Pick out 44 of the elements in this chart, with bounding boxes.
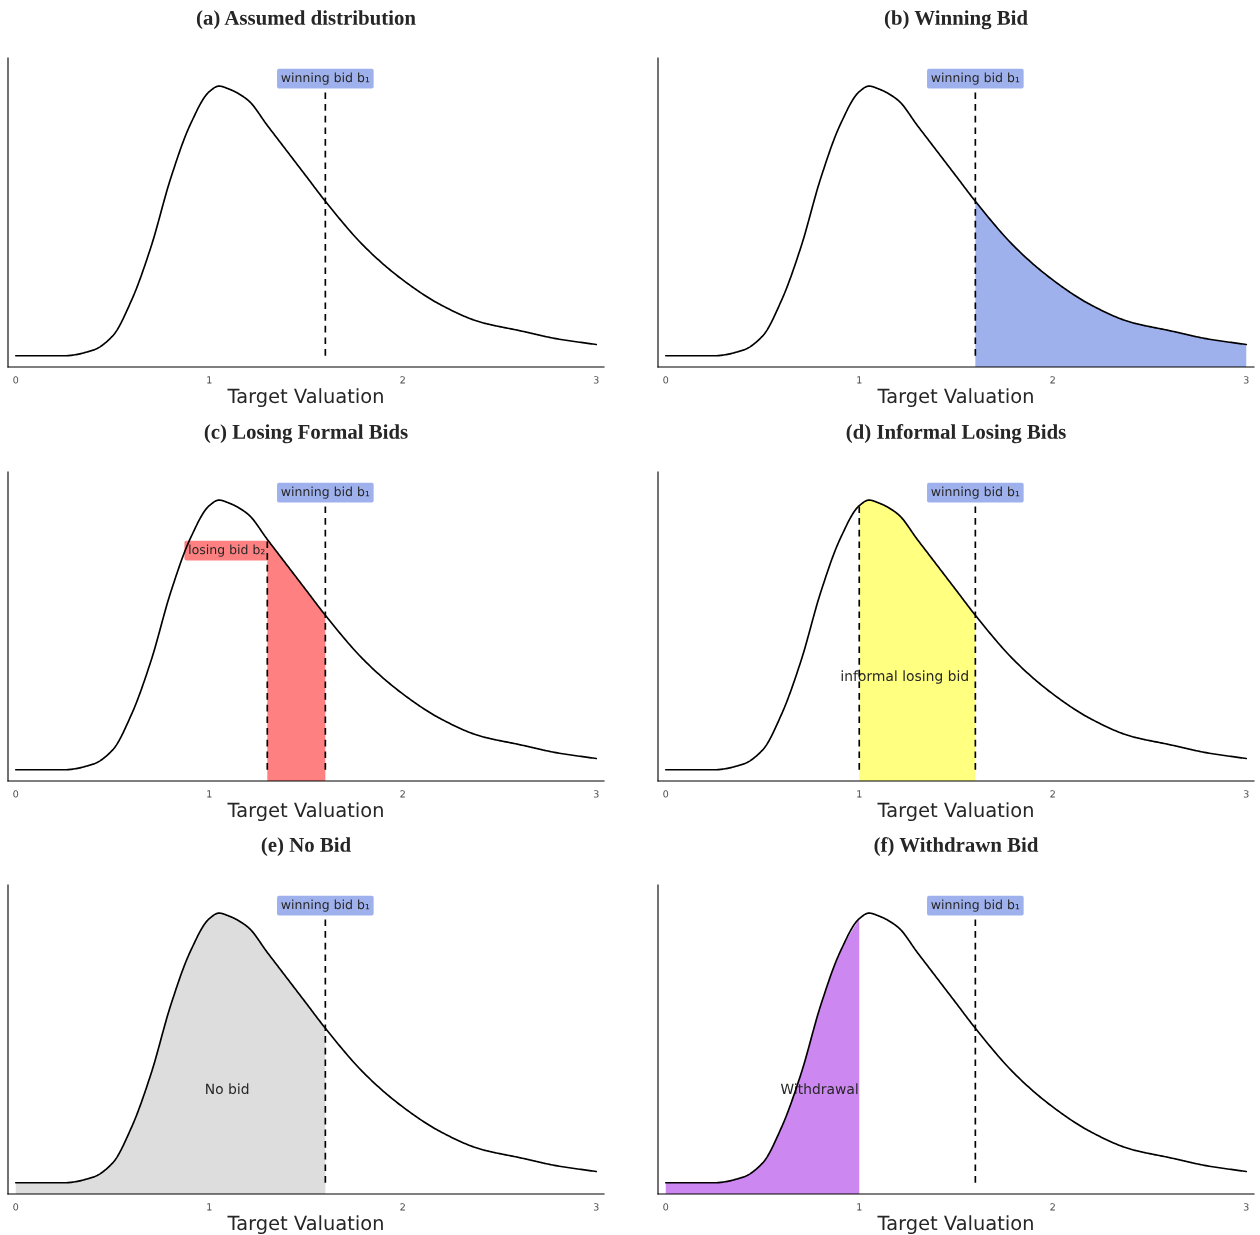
x-tick-label: 0 bbox=[13, 376, 19, 384]
x-tick-label: 3 bbox=[1243, 1203, 1249, 1211]
x-tick-label: 0 bbox=[663, 1203, 669, 1211]
x-tick-label: 2 bbox=[1050, 1203, 1055, 1211]
ref-line-label: winning bid b₁ bbox=[281, 899, 370, 912]
x-tick-label: 1 bbox=[857, 376, 862, 384]
chart-title: (d) Informal Losing Bids bbox=[846, 424, 1066, 444]
x-tick-label: 1 bbox=[207, 790, 212, 798]
x-tick-label: 3 bbox=[1243, 790, 1249, 798]
x-tick-label: 3 bbox=[593, 376, 599, 384]
chart-title: (b) Winning Bid bbox=[884, 10, 1028, 30]
chart-title: (a) Assumed distribution bbox=[196, 10, 416, 30]
x-tick-label: 0 bbox=[663, 376, 669, 384]
x-tick-label: 3 bbox=[593, 1203, 599, 1211]
series-label: No bid bbox=[206, 1083, 249, 1095]
x-tick-label: 3 bbox=[1243, 376, 1249, 384]
x-tick-label: 1 bbox=[207, 1203, 212, 1211]
x-axis-title: Target Valuation bbox=[227, 388, 383, 408]
x-axis-title: Target Valuation bbox=[877, 388, 1033, 408]
x-tick-label: 1 bbox=[857, 790, 862, 798]
x-tick-label: 3 bbox=[593, 790, 599, 798]
x-tick-label: 2 bbox=[1050, 790, 1055, 798]
ref-line-label: winning bid b₁ bbox=[931, 899, 1020, 912]
x-axis-title: Target Valuation bbox=[877, 802, 1033, 822]
ref-line-label: winning bid b₁ bbox=[931, 486, 1020, 499]
x-tick-label: 1 bbox=[207, 376, 212, 384]
x-tick-label: 2 bbox=[400, 376, 405, 384]
x-tick-label: 0 bbox=[13, 790, 19, 798]
x-axis-title: Target Valuation bbox=[877, 1215, 1033, 1235]
x-tick-label: 2 bbox=[400, 790, 405, 798]
x-tick-label: 0 bbox=[663, 790, 669, 798]
x-axis-title: Target Valuation bbox=[227, 802, 383, 822]
ref-line-label: winning bid b₁ bbox=[931, 72, 1020, 85]
chart-title: (e) No Bid bbox=[261, 837, 351, 857]
x-tick-label: 1 bbox=[857, 1203, 862, 1211]
chart-title: (c) Losing Formal Bids bbox=[204, 424, 408, 444]
x-tick-label: 0 bbox=[13, 1203, 19, 1211]
ref-line-label: losing bid b₂ bbox=[189, 544, 265, 557]
x-tick-label: 2 bbox=[400, 1203, 405, 1211]
x-tick-label: 2 bbox=[1050, 376, 1055, 384]
ref-line-label: winning bid b₁ bbox=[281, 486, 370, 499]
chart-title: (f) Withdrawn Bid bbox=[874, 837, 1039, 857]
ref-line-label: winning bid b₁ bbox=[281, 72, 370, 85]
x-axis-title: Target Valuation bbox=[227, 1215, 383, 1235]
